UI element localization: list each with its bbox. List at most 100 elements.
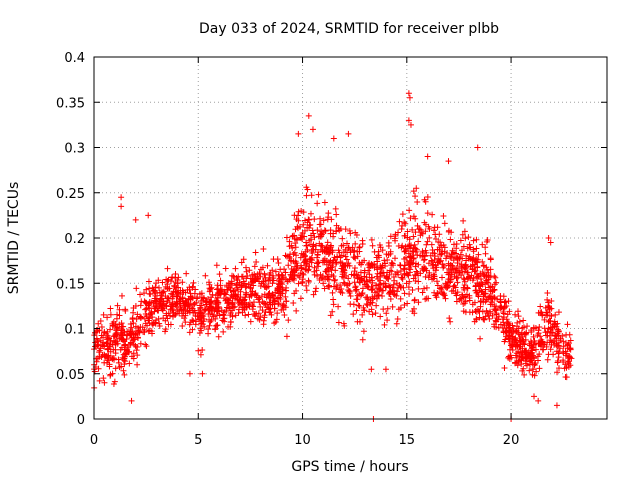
- data-point: [222, 265, 229, 272]
- data-point: [174, 280, 181, 287]
- data-point: [414, 198, 421, 205]
- data-point: [130, 336, 137, 343]
- data-point: [284, 278, 291, 285]
- data-point: [115, 356, 122, 363]
- data-point: [375, 285, 382, 292]
- data-point: [165, 295, 172, 302]
- data-point: [448, 255, 455, 262]
- data-point: [283, 234, 290, 241]
- data-point: [238, 273, 245, 280]
- data-point: [524, 355, 531, 362]
- data-point: [373, 254, 380, 261]
- data-point: [373, 273, 380, 280]
- data-point: [261, 291, 268, 298]
- data-point: [529, 366, 536, 373]
- data-point: [554, 369, 561, 376]
- data-point: [346, 280, 353, 287]
- data-point: [146, 290, 153, 297]
- data-point: [190, 279, 197, 286]
- data-point: [292, 226, 299, 233]
- data-point: [107, 311, 114, 318]
- data-point: [547, 346, 554, 353]
- data-point: [234, 277, 241, 284]
- data-point: [526, 350, 533, 357]
- data-point: [220, 312, 227, 319]
- data-point: [319, 272, 326, 279]
- data-point: [269, 301, 276, 308]
- data-point: [311, 268, 318, 275]
- data-point: [340, 279, 347, 286]
- data-point: [255, 310, 262, 317]
- data-point: [492, 274, 499, 281]
- data-point: [155, 277, 162, 284]
- data-point: [164, 285, 171, 292]
- data-point: [142, 341, 149, 348]
- data-point: [127, 320, 134, 327]
- data-point: [544, 290, 551, 297]
- data-point: [429, 211, 436, 218]
- data-point: [314, 227, 321, 234]
- data-point: [134, 335, 141, 342]
- y-tick-label: 0.2: [64, 232, 85, 247]
- data-point: [473, 236, 480, 243]
- data-point: [547, 239, 554, 246]
- data-point: [437, 239, 444, 246]
- data-point: [417, 226, 424, 233]
- data-point: [96, 377, 103, 384]
- data-point: [546, 317, 553, 324]
- data-point: [230, 304, 237, 311]
- data-point: [477, 275, 484, 282]
- data-point: [369, 277, 376, 284]
- data-point: [540, 346, 547, 353]
- data-point: [335, 319, 342, 326]
- data-point: [133, 285, 140, 292]
- data-point: [500, 328, 507, 335]
- data-point: [434, 224, 441, 231]
- data-point: [417, 252, 424, 259]
- data-point: [395, 306, 402, 313]
- data-point: [425, 260, 432, 267]
- data-point: [335, 247, 342, 254]
- data-point: [548, 305, 555, 312]
- data-point: [397, 262, 404, 269]
- data-point: [313, 285, 320, 292]
- data-point: [100, 339, 107, 346]
- data-point: [452, 290, 459, 297]
- data-point: [347, 292, 354, 299]
- data-point: [296, 223, 303, 230]
- data-point: [415, 285, 422, 292]
- data-point: [476, 281, 483, 288]
- data-point: [425, 274, 432, 281]
- data-point: [436, 258, 443, 265]
- data-point: [512, 311, 519, 318]
- data-point: [292, 259, 299, 266]
- data-point: [249, 275, 256, 282]
- data-point: [415, 238, 422, 245]
- data-point: [522, 349, 529, 356]
- data-point: [149, 314, 156, 321]
- data-point: [408, 261, 415, 268]
- data-point: [384, 256, 391, 263]
- data-point: [412, 229, 419, 236]
- data-point: [293, 307, 300, 314]
- data-point: [470, 275, 477, 282]
- data-point: [145, 278, 152, 285]
- data-point: [176, 300, 183, 307]
- data-point: [423, 241, 430, 248]
- data-point: [280, 274, 287, 281]
- data-point: [290, 251, 297, 258]
- data-point: [405, 90, 412, 97]
- data-point: [398, 225, 405, 232]
- data-point: [130, 350, 137, 357]
- data-point: [98, 323, 105, 330]
- data-point: [125, 349, 132, 356]
- data-point: [562, 373, 569, 380]
- data-point: [171, 300, 178, 307]
- data-point: [265, 283, 272, 290]
- data-point: [520, 365, 527, 372]
- data-point: [272, 268, 279, 275]
- data-point: [285, 317, 292, 324]
- data-point: [270, 272, 277, 279]
- data-point: [347, 301, 354, 308]
- x-tick-labels: 0 5 10 15 20: [90, 433, 519, 448]
